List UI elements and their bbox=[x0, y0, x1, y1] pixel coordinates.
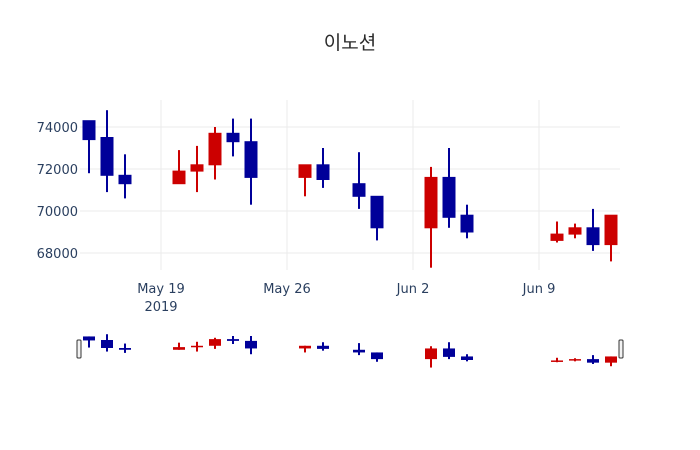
candle[interactable] bbox=[604, 214, 618, 262]
y-tick-label: 70000 bbox=[37, 205, 78, 220]
candle[interactable] bbox=[190, 145, 204, 193]
candle[interactable] bbox=[118, 154, 132, 199]
candle[interactable] bbox=[208, 127, 222, 180]
candle[interactable] bbox=[172, 150, 186, 185]
candle[interactable] bbox=[550, 221, 564, 243]
chart-title: 이노션 bbox=[323, 32, 377, 54]
x-tick-year-label: 2019 bbox=[144, 300, 177, 315]
range-slider-right-handle[interactable] bbox=[618, 339, 624, 359]
x-tick-label: Jun 2 bbox=[396, 282, 430, 297]
gridlines bbox=[80, 100, 620, 270]
range-slider-left-handle[interactable] bbox=[76, 339, 82, 359]
candle[interactable] bbox=[316, 148, 330, 188]
candle[interactable] bbox=[370, 195, 384, 241]
candle[interactable] bbox=[100, 110, 114, 193]
candle[interactable] bbox=[298, 164, 312, 197]
candle[interactable] bbox=[82, 120, 96, 174]
candle[interactable] bbox=[460, 204, 474, 239]
y-tick-label: 68000 bbox=[37, 247, 78, 262]
x-tick-label: Jun 9 bbox=[522, 282, 556, 297]
candles bbox=[82, 110, 618, 268]
candle[interactable] bbox=[424, 166, 438, 268]
candle[interactable] bbox=[226, 118, 240, 157]
candle[interactable] bbox=[244, 118, 258, 205]
x-tick-label: May 19 bbox=[137, 282, 185, 297]
candle[interactable] bbox=[442, 148, 456, 228]
candle[interactable] bbox=[352, 152, 366, 209]
x-tick-label: May 26 bbox=[263, 282, 311, 297]
candle[interactable] bbox=[586, 208, 600, 251]
range-slider[interactable] bbox=[83, 334, 617, 368]
candle[interactable] bbox=[568, 223, 582, 239]
y-tick-label: 74000 bbox=[37, 121, 78, 136]
y-tick-label: 72000 bbox=[37, 163, 78, 178]
